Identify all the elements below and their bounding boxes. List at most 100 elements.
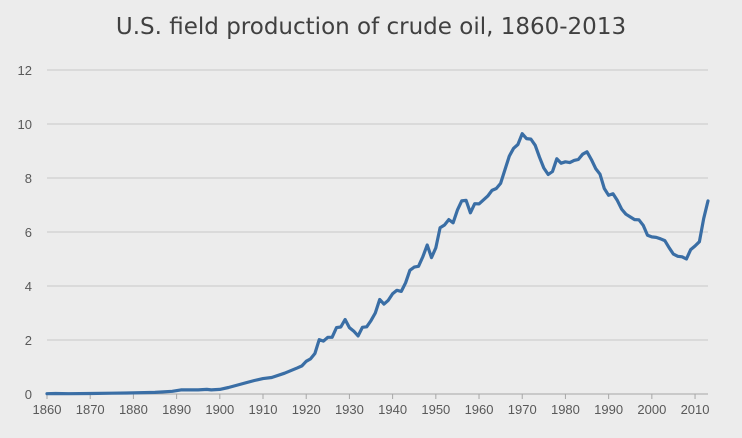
data-point bbox=[547, 173, 549, 176]
data-point bbox=[664, 240, 666, 242]
plot-area bbox=[45, 132, 710, 396]
data-point bbox=[625, 213, 627, 215]
data-point bbox=[210, 389, 212, 391]
data-point bbox=[392, 293, 394, 295]
data-point bbox=[638, 219, 640, 221]
data-point bbox=[46, 393, 48, 395]
data-point bbox=[461, 200, 463, 202]
data-point bbox=[690, 248, 692, 251]
data-point bbox=[171, 390, 173, 392]
y-tick-label: 10 bbox=[18, 117, 32, 132]
data-point bbox=[478, 203, 480, 205]
data-point bbox=[417, 265, 420, 267]
gridlines bbox=[47, 69, 708, 341]
data-point bbox=[284, 372, 286, 374]
data-point bbox=[443, 224, 446, 226]
x-tick-label: 1880 bbox=[119, 402, 148, 417]
data-point bbox=[500, 182, 502, 184]
y-tick-label: 12 bbox=[18, 63, 32, 78]
y-tick-label: 6 bbox=[25, 225, 32, 240]
x-axis: 1860 1870 1880 1890 1900 1910 1920 1930 1940 1950… bbox=[33, 393, 710, 417]
data-point bbox=[672, 253, 675, 255]
data-point bbox=[703, 217, 705, 220]
data-point bbox=[253, 379, 255, 382]
data-point bbox=[668, 247, 670, 249]
data-point bbox=[327, 336, 329, 338]
data-point bbox=[271, 376, 273, 379]
x-tick-label: 2010 bbox=[681, 402, 710, 417]
data-point bbox=[422, 255, 424, 258]
data-point bbox=[642, 224, 644, 226]
data-point bbox=[409, 269, 411, 271]
data-point bbox=[89, 392, 91, 395]
data-point bbox=[677, 255, 679, 257]
x-tick-label: 1890 bbox=[162, 402, 191, 417]
data-point bbox=[305, 360, 307, 362]
data-point bbox=[55, 392, 57, 395]
x-tick-label: 1860 bbox=[33, 402, 62, 417]
data-point bbox=[586, 151, 588, 153]
data-point bbox=[655, 236, 657, 238]
x-tick-label: 1960 bbox=[465, 402, 494, 417]
data-point bbox=[504, 169, 506, 171]
x-tick-label: 1970 bbox=[508, 402, 537, 417]
data-point bbox=[590, 159, 592, 161]
data-point bbox=[387, 299, 389, 301]
data-point bbox=[603, 187, 605, 190]
data-point bbox=[318, 339, 320, 341]
y-tick-label: 8 bbox=[25, 171, 32, 186]
data-point bbox=[582, 153, 584, 155]
data-point bbox=[68, 393, 70, 395]
x-tick-label: 1950 bbox=[421, 402, 450, 417]
data-point bbox=[608, 194, 610, 196]
data-point bbox=[491, 189, 493, 192]
data-point bbox=[633, 218, 636, 221]
data-point bbox=[240, 383, 243, 385]
data-point bbox=[521, 133, 523, 135]
data-point bbox=[651, 236, 653, 238]
data-point bbox=[694, 245, 696, 247]
data-point bbox=[361, 326, 363, 328]
data-point bbox=[296, 367, 299, 369]
data-point bbox=[301, 365, 303, 367]
data-point bbox=[314, 352, 316, 355]
data-point bbox=[430, 257, 433, 259]
data-point bbox=[413, 266, 415, 268]
data-point bbox=[348, 326, 351, 329]
data-point bbox=[620, 208, 623, 210]
data-point bbox=[465, 199, 467, 202]
data-point bbox=[400, 290, 402, 292]
data-point bbox=[530, 138, 532, 140]
data-point bbox=[396, 289, 398, 291]
x-tick-label: 1870 bbox=[76, 402, 105, 417]
x-tick-label: 1900 bbox=[205, 402, 234, 417]
y-tick-label: 2 bbox=[25, 333, 32, 348]
data-point bbox=[456, 209, 459, 211]
data-point bbox=[707, 200, 709, 202]
data-point bbox=[564, 161, 567, 163]
data-point bbox=[374, 312, 376, 314]
data-point bbox=[482, 199, 484, 201]
data-point bbox=[219, 388, 221, 391]
data-point bbox=[573, 159, 575, 162]
data-point bbox=[487, 195, 489, 197]
data-point bbox=[599, 173, 601, 175]
data-point bbox=[556, 158, 558, 160]
data-point bbox=[439, 227, 441, 229]
data-point bbox=[612, 193, 614, 195]
data-point bbox=[357, 335, 359, 337]
data-point bbox=[206, 388, 208, 391]
data-point bbox=[629, 216, 631, 218]
data-point bbox=[370, 319, 372, 322]
data-point bbox=[448, 218, 450, 221]
y-tick-label: 4 bbox=[25, 279, 32, 294]
y-axis: 0 2 4 6 8 10 12 bbox=[18, 63, 32, 402]
x-tick-label: 1990 bbox=[594, 402, 623, 417]
data-point bbox=[344, 318, 346, 321]
data-point bbox=[685, 258, 687, 260]
data-point bbox=[353, 330, 355, 332]
data-point bbox=[322, 340, 325, 342]
data-point bbox=[227, 386, 230, 389]
